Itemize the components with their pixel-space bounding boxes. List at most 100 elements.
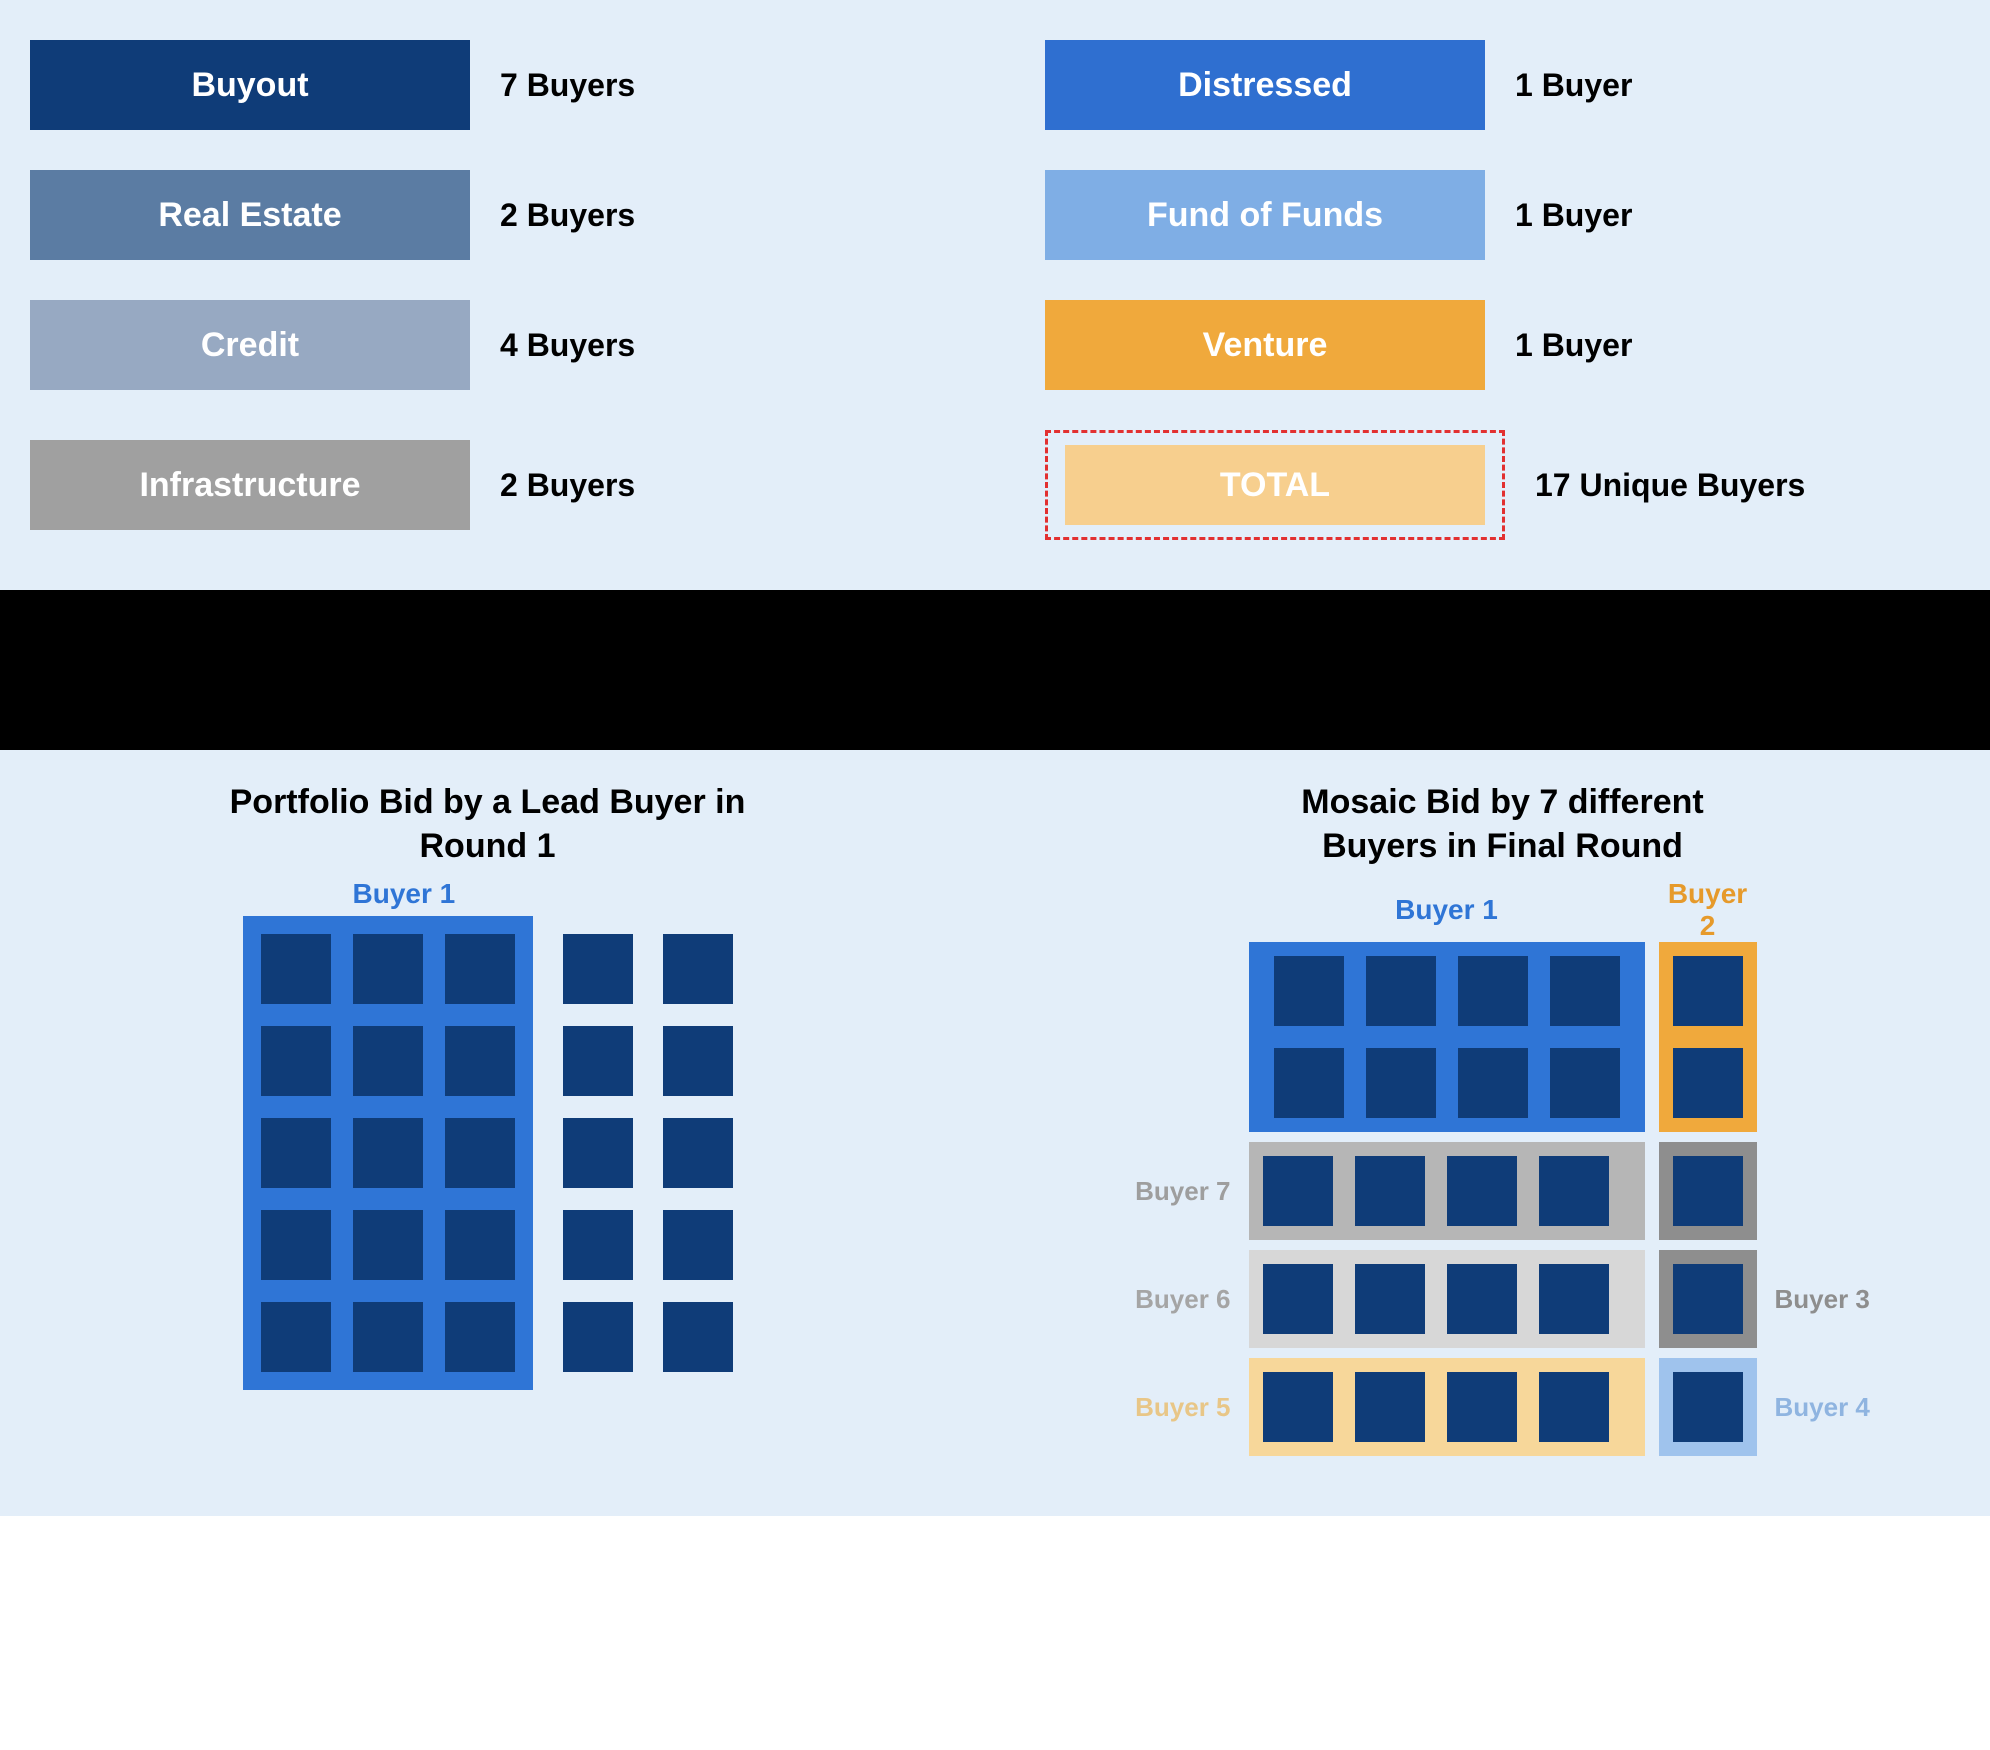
mosaic-row-buyer6: Buyer 6 Buyer 3	[1081, 1250, 1925, 1348]
category-count: 1 Buyer	[1515, 67, 1632, 104]
asset-square	[1673, 1156, 1743, 1226]
buyer2-label: Buyer 2	[1668, 878, 1747, 941]
left-half: Portfolio Bid by a Lead Buyer in Round 1…	[40, 780, 935, 1456]
buyer5-label: Buyer 5	[1081, 1392, 1249, 1423]
asset-square	[563, 1026, 633, 1096]
asset-square	[1458, 956, 1528, 1026]
total-box-wrap: TOTAL	[1045, 430, 1505, 540]
left-title-line2: Round 1	[420, 827, 556, 865]
asset-square	[1458, 1048, 1528, 1118]
asset-square	[445, 1118, 515, 1188]
asset-square	[563, 934, 633, 1004]
left-title-line1: Portfolio Bid by a Lead Buyer in	[230, 783, 746, 821]
buyer6-block	[1249, 1250, 1645, 1348]
asset-square	[261, 1210, 331, 1280]
buyer1-block-right	[1249, 942, 1645, 1132]
asset-square	[1447, 1372, 1517, 1442]
category-box-venture: Venture	[1045, 300, 1485, 390]
category-box-distressed: Distressed	[1045, 40, 1485, 130]
asset-square	[353, 1302, 423, 1372]
asset-square	[261, 1302, 331, 1372]
category-box-infrastructure: Infrastructure	[30, 440, 470, 530]
asset-square	[353, 934, 423, 1004]
mosaic-row-buyer5: Buyer 5 Buyer 4	[1081, 1358, 1925, 1456]
right-diagram: Buyer 1 Buyer 2 Buyer 7	[1081, 878, 1925, 1456]
asset-square	[353, 1026, 423, 1096]
category-count: 1 Buyer	[1515, 197, 1632, 234]
asset-square	[1673, 1372, 1743, 1442]
asset-square	[1263, 1156, 1333, 1226]
category-row: Buyout 7 Buyers	[30, 40, 945, 130]
category-count-total: 17 Unique Buyers	[1535, 467, 1805, 504]
right-title-line1: Mosaic Bid by 7 different	[1301, 783, 1703, 821]
asset-square	[353, 1210, 423, 1280]
asset-square	[1263, 1264, 1333, 1334]
right-title-line2: Buyers in Final Round	[1322, 827, 1683, 865]
asset-square	[1550, 1048, 1620, 1118]
loose-assets	[563, 916, 733, 1372]
left-title: Portfolio Bid by a Lead Buyer in Round 1	[230, 780, 746, 868]
category-row: Infrastructure 2 Buyers	[30, 430, 945, 540]
asset-square	[663, 1302, 733, 1372]
asset-square	[1539, 1372, 1609, 1442]
total-dashed-border	[1045, 430, 1505, 540]
asset-square	[663, 934, 733, 1004]
category-box-real-estate: Real Estate	[30, 170, 470, 260]
asset-square	[1539, 1264, 1609, 1334]
asset-square	[1447, 1156, 1517, 1226]
asset-square	[1366, 1048, 1436, 1118]
buyer6-label: Buyer 6	[1081, 1284, 1249, 1315]
buyer1-block	[243, 916, 533, 1390]
buyer4-block	[1659, 1358, 1757, 1456]
asset-square	[1366, 956, 1436, 1026]
asset-square	[261, 934, 331, 1004]
buyer3-block-bottom	[1659, 1250, 1757, 1348]
buyer3-label: Buyer 3	[1757, 1284, 1925, 1315]
left-body	[243, 916, 733, 1390]
asset-square	[1447, 1264, 1517, 1334]
asset-square	[663, 1210, 733, 1280]
asset-square	[353, 1118, 423, 1188]
asset-square	[1550, 956, 1620, 1026]
mosaic-row-top	[1081, 942, 1925, 1132]
buyer5-block	[1249, 1358, 1645, 1456]
asset-square	[445, 1026, 515, 1096]
category-row: Distressed 1 Buyer	[1045, 40, 1960, 130]
category-count: 7 Buyers	[500, 67, 635, 104]
asset-square	[1263, 1372, 1333, 1442]
buyer7-block	[1249, 1142, 1645, 1240]
asset-square	[261, 1118, 331, 1188]
buyer1-label-left: Buyer 1	[353, 878, 456, 910]
category-row-total: TOTAL 17 Unique Buyers	[1045, 430, 1960, 540]
category-box-fund-of-funds: Fund of Funds	[1045, 170, 1485, 260]
buyer1-label-right: Buyer 1	[1395, 894, 1498, 925]
mosaic-row-buyer7: Buyer 7	[1081, 1142, 1925, 1240]
asset-square	[445, 1302, 515, 1372]
asset-square	[261, 1026, 331, 1096]
asset-square	[1274, 956, 1344, 1026]
category-count: 2 Buyers	[500, 197, 635, 234]
category-count: 1 Buyer	[1515, 327, 1632, 364]
asset-square	[563, 1210, 633, 1280]
buyer2-block	[1659, 942, 1757, 1132]
top-panel: Buyout 7 Buyers Distressed 1 Buyer Real …	[0, 0, 1990, 590]
asset-square	[445, 934, 515, 1004]
asset-square	[663, 1118, 733, 1188]
category-row: Fund of Funds 1 Buyer	[1045, 170, 1960, 260]
asset-square	[1355, 1264, 1425, 1334]
asset-square	[1274, 1048, 1344, 1118]
category-row: Credit 4 Buyers	[30, 300, 945, 390]
asset-square	[563, 1118, 633, 1188]
category-count: 4 Buyers	[500, 327, 635, 364]
right-title: Mosaic Bid by 7 different Buyers in Fina…	[1301, 780, 1703, 868]
category-count: 2 Buyers	[500, 467, 635, 504]
buyer3-block-top	[1659, 1142, 1757, 1240]
asset-square	[1539, 1156, 1609, 1226]
category-row: Real Estate 2 Buyers	[30, 170, 945, 260]
asset-square	[1673, 956, 1743, 1026]
mosaic-top-labels: Buyer 1 Buyer 2	[1081, 878, 1925, 942]
left-diagram: Buyer 1	[243, 878, 733, 1390]
asset-square	[1673, 1264, 1743, 1334]
right-half: Mosaic Bid by 7 different Buyers in Fina…	[1055, 780, 1950, 1456]
buyer7-label: Buyer 7	[1081, 1176, 1249, 1207]
